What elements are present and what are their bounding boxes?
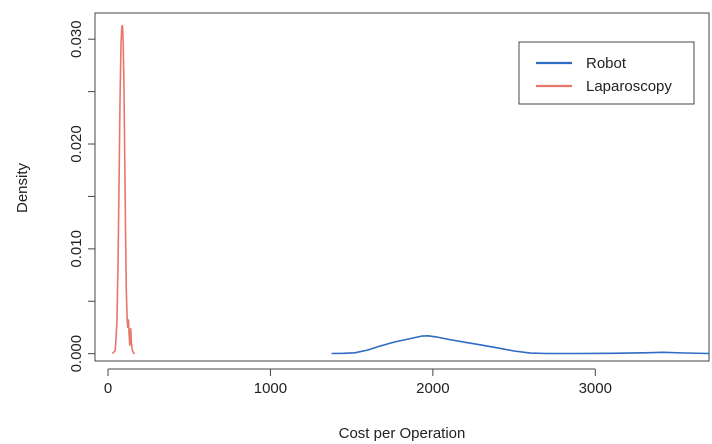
y-tick-label: 0.030 [68, 20, 85, 58]
y-tick-label: 0.010 [68, 230, 85, 268]
series-layer [112, 24, 710, 355]
y-axis-title: Density [14, 162, 31, 213]
x-tick-label: 2000 [416, 380, 449, 397]
y-axis: 0.000 0.010 0.020 0.030 [68, 20, 96, 373]
x-axis: 0 1000 2000 3000 [104, 368, 612, 397]
legend-laparoscopy-label: Laparoscopy [586, 78, 672, 95]
series-line-laparoscopy [112, 24, 135, 355]
legend-robot-label: Robot [586, 55, 627, 72]
legend: Robot Laparoscopy [518, 41, 695, 105]
series-line-robot [331, 334, 710, 355]
x-tick-label: 1000 [254, 380, 287, 397]
x-tick-label: 0 [104, 380, 112, 397]
y-tick-label: 0.000 [68, 335, 85, 373]
legend-box [518, 41, 695, 105]
y-tick-label: 0.020 [68, 125, 85, 163]
x-tick-label: 3000 [579, 380, 612, 397]
x-axis-title: Cost per Operation [339, 425, 466, 442]
